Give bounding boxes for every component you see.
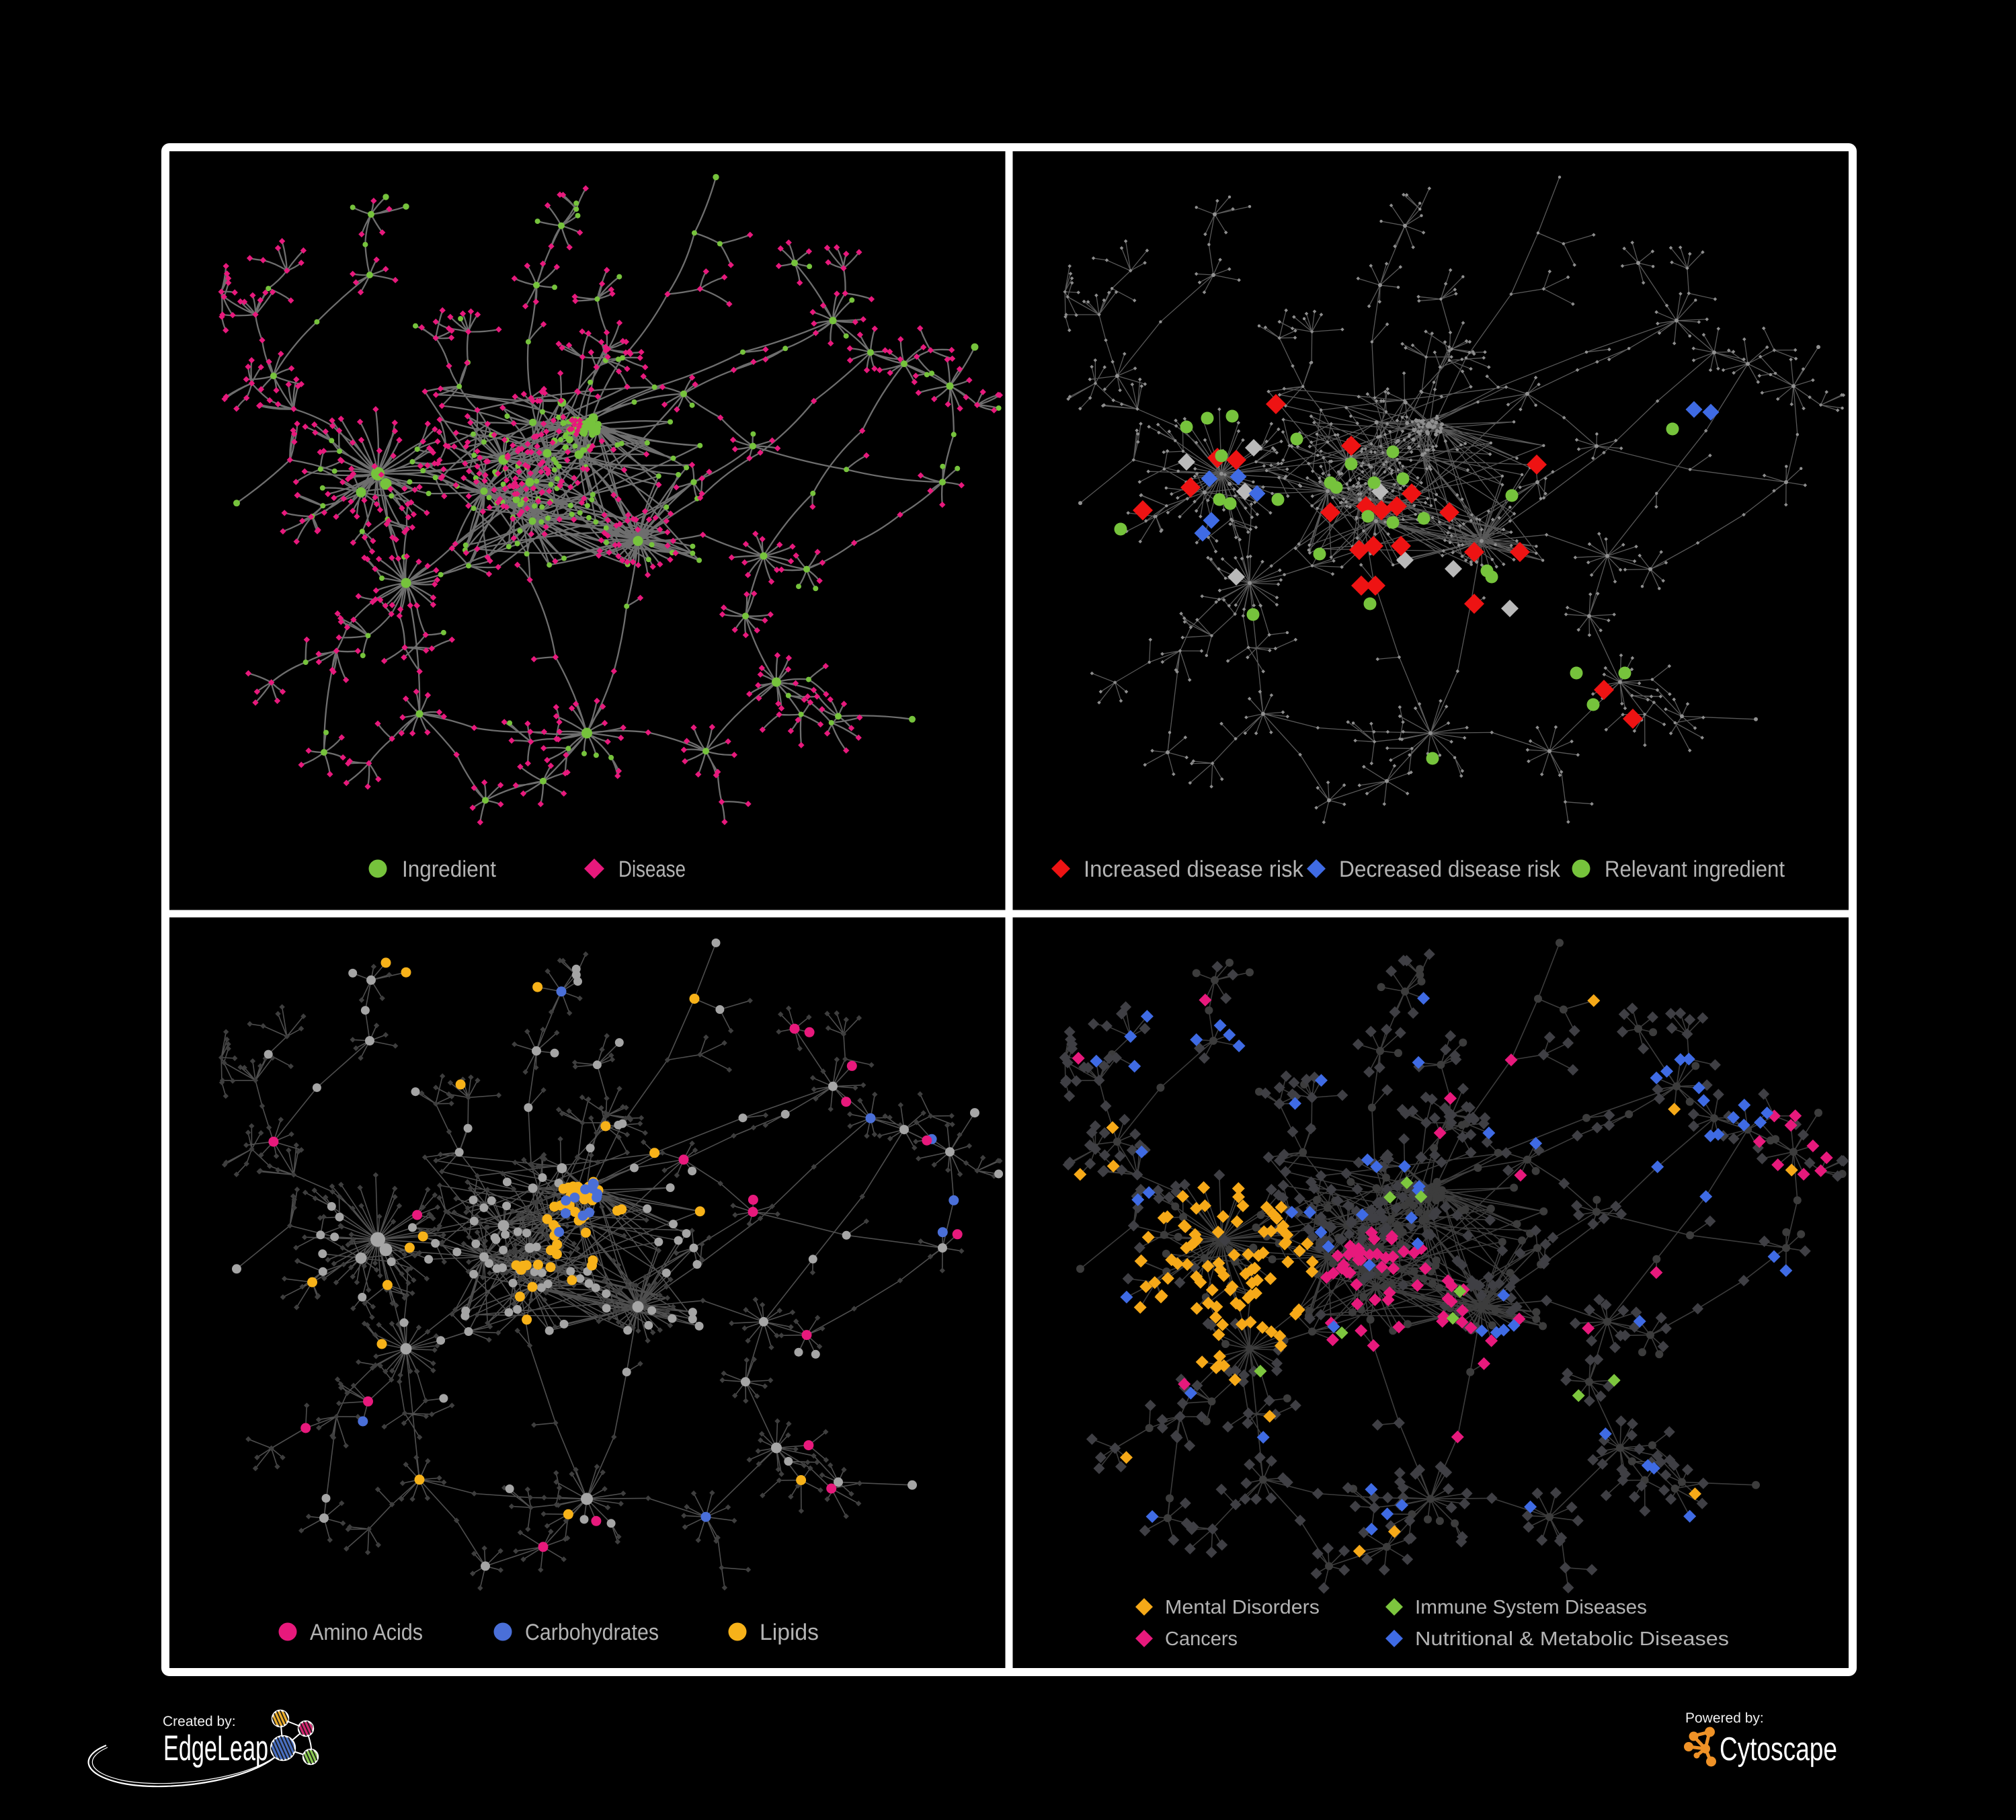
svg-text:Nutritional & Metabolic Diseas: Nutritional & Metabolic Diseases — [1415, 1628, 1729, 1650]
svg-text:Lipids: Lipids — [760, 1620, 819, 1645]
svg-text:Mental Disorders: Mental Disorders — [1165, 1597, 1320, 1618]
svg-text:Relevant ingredient: Relevant ingredient — [1605, 857, 1785, 882]
svg-text:Powered by:: Powered by: — [1685, 1710, 1764, 1726]
svg-text:Cytoscape: Cytoscape — [1720, 1731, 1837, 1768]
svg-text:EdgeLeap: EdgeLeap — [163, 1729, 268, 1768]
svg-text:Cancers: Cancers — [1165, 1628, 1238, 1650]
svg-text:Decreased disease risk: Decreased disease risk — [1339, 857, 1561, 882]
svg-text:Ingredient: Ingredient — [402, 857, 497, 882]
svg-text:Disease: Disease — [618, 857, 686, 882]
svg-text:Carbohydrates: Carbohydrates — [525, 1620, 659, 1645]
svg-text:Increased disease risk: Increased disease risk — [1084, 857, 1304, 882]
svg-text:Created by:: Created by: — [163, 1714, 236, 1729]
svg-text:Amino Acids: Amino Acids — [310, 1620, 423, 1645]
svg-text:Immune System Diseases: Immune System Diseases — [1415, 1597, 1647, 1618]
